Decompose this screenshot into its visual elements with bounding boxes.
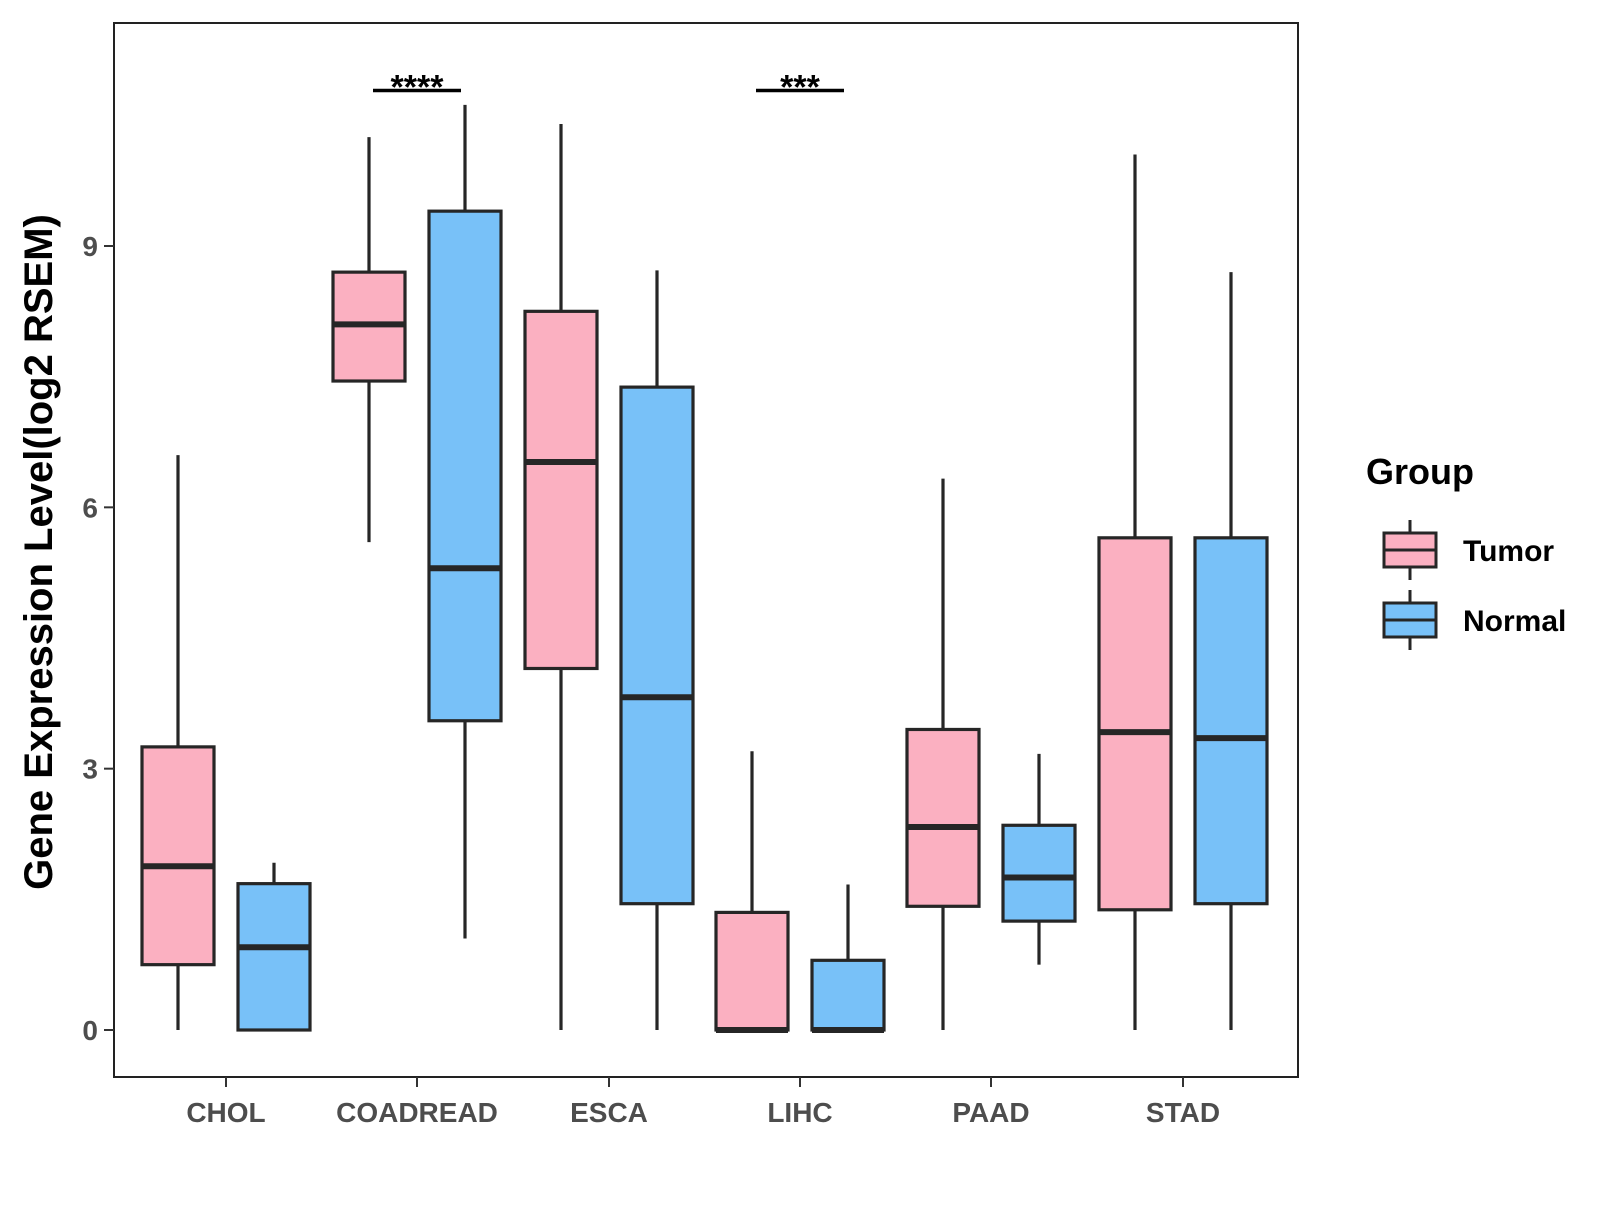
- y-axis-tick-label: 9: [82, 231, 98, 262]
- boxplot-tumor-paad: [905, 478, 981, 1030]
- legend: Group Tumor Normal: [1366, 451, 1566, 650]
- boxplot-normal-esca: [619, 270, 695, 1030]
- boxplot-tumor-chol: [140, 455, 216, 1030]
- significance-annotation: ***: [756, 68, 844, 106]
- legend-label: Tumor: [1463, 535, 1554, 568]
- boxplot-tumor-lihc: [714, 751, 790, 1033]
- x-axis-tick-label: COADREAD: [336, 1097, 498, 1128]
- box: [619, 385, 695, 906]
- box: [810, 958, 886, 1032]
- y-axis-tick-label: 0: [82, 1015, 98, 1046]
- box: [905, 727, 981, 908]
- boxplot-normal-stad: [1193, 272, 1269, 1030]
- box: [140, 745, 216, 967]
- significance-label: ****: [391, 68, 445, 106]
- legend-entry-tumor: Tumor: [1382, 520, 1554, 580]
- boxplot-normal-chol: [236, 862, 312, 1032]
- box: [1097, 536, 1173, 912]
- box: [714, 910, 790, 1032]
- significance-label: ***: [780, 68, 820, 106]
- box: [427, 209, 503, 723]
- y-axis-tick-label: 3: [82, 754, 98, 785]
- boxplot-normal-lihc: [810, 884, 886, 1033]
- y-axis-title: Gene Expression Level(log2 RSEM): [17, 214, 61, 890]
- significance-annotation: ****: [373, 68, 461, 106]
- x-axis-tick-label: PAAD: [952, 1097, 1029, 1128]
- legend-title: Group: [1366, 451, 1474, 492]
- boxplot-tumor-coadread: [331, 137, 407, 543]
- boxplot-normal-paad: [1001, 753, 1077, 965]
- y-axis-tick-label: 6: [82, 492, 98, 523]
- x-axis-tick-label: LIHC: [767, 1097, 832, 1128]
- x-axis-tick-label: CHOL: [186, 1097, 265, 1128]
- legend-entries: Tumor Normal: [1382, 520, 1566, 650]
- boxplot-normal-coadread: [427, 104, 503, 939]
- box: [523, 309, 599, 671]
- boxplot-tumor-esca: [523, 124, 599, 1030]
- box: [1001, 823, 1077, 923]
- box: [236, 882, 312, 1032]
- x-axis-tick-label: ESCA: [570, 1097, 648, 1128]
- boxplot-tumor-stad: [1097, 154, 1173, 1030]
- x-axis-tick-label: STAD: [1146, 1097, 1220, 1128]
- box: [1193, 536, 1269, 906]
- legend-entry-normal: Normal: [1382, 590, 1566, 650]
- legend-label: Normal: [1463, 605, 1566, 638]
